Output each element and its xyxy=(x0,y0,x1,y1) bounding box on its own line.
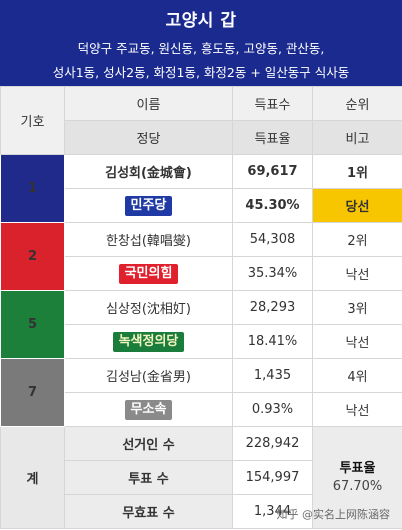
voters-value: 154,997 xyxy=(232,460,313,495)
candidate-votes: 69,617 xyxy=(232,154,313,189)
candidate-rate: 35.34% xyxy=(232,256,313,291)
district-areas-line2: 성사1동, 성사2동, 화정1동, 화정2동 + 일산동구 식사동 xyxy=(52,65,350,80)
candidate-rank: 4위 xyxy=(312,358,402,393)
candidate-row: 5 심상정(沈相奵) 28,293 3위 xyxy=(0,290,402,359)
watermark: 知乎 @实名上网陈涵容 xyxy=(276,508,391,521)
candidate-party-cell: 민주당 xyxy=(64,188,233,223)
header-number: 기호 xyxy=(0,86,65,155)
turnout-value: 67.70% xyxy=(332,478,383,494)
district-header: 고양시 갑 덕양구 주교동, 원신동, 흥도동, 고양동, 관산동, 성사1동,… xyxy=(0,0,402,86)
party-logo: 민주당 xyxy=(124,195,173,216)
candidate-rank: 1위 xyxy=(312,154,402,189)
header-rate: 득표율 xyxy=(232,120,313,155)
totals-row-electors: 계 선거인 수 228,942 투표율 67.70% xyxy=(0,426,402,529)
totals-row-invalid: 무효표 수 1,344 xyxy=(1,494,402,529)
header-party: 정당 xyxy=(64,120,233,155)
candidate-row: 2 한창섭(韓唱燮) 54,308 2위 xyxy=(0,222,402,291)
candidate-name: 김성회(金城會) xyxy=(64,154,233,189)
invalid-label: 무효표 수 xyxy=(64,494,233,529)
results-table: 기호 이름 득표수 순위 정당 득표율 비고 1 김성회(金城會) 69,617… xyxy=(0,86,402,529)
candidate-row-detail: 민주당 45.30% 당선 xyxy=(1,188,402,223)
header-row-2: 정당 득표율 비고 xyxy=(1,120,402,155)
candidate-note: 낙선 xyxy=(312,324,402,359)
header-row-1: 기호 이름 득표수 순위 xyxy=(0,86,402,155)
candidate-note: 낙선 xyxy=(312,392,402,427)
candidate-note: 낙선 xyxy=(312,256,402,291)
candidate-number: 7 xyxy=(0,358,65,427)
voters-label: 투표 수 xyxy=(64,460,233,495)
candidate-number: 1 xyxy=(0,154,65,223)
candidate-party-cell: 무소속 xyxy=(64,392,233,427)
candidate-name: 한창섭(韓唱燮) xyxy=(64,222,233,257)
candidate-party-cell: 녹색정의당 xyxy=(64,324,233,359)
candidate-number: 5 xyxy=(0,290,65,359)
party-logo: 녹색정의당 xyxy=(112,331,185,352)
electors-label: 선거인 수 xyxy=(64,426,233,461)
header-rank: 순위 xyxy=(312,86,402,121)
candidate-votes: 1,435 xyxy=(232,358,313,393)
candidate-rate: 45.30% xyxy=(232,188,313,223)
candidate-name: 심상정(沈相奵) xyxy=(64,290,233,325)
candidate-note-winner: 당선 xyxy=(312,188,402,223)
invalid-value: 1,344 xyxy=(232,494,313,529)
candidate-row-detail: 무소속 0.93% 낙선 xyxy=(1,392,402,427)
candidate-party-cell: 국민의힘 xyxy=(64,256,233,291)
candidate-votes: 54,308 xyxy=(232,222,313,257)
candidate-votes: 28,293 xyxy=(232,290,313,325)
candidate-number: 2 xyxy=(0,222,65,291)
header-note: 비고 xyxy=(312,120,402,155)
candidate-name: 김성남(金省男) xyxy=(64,358,233,393)
header-votes: 득표수 xyxy=(232,86,313,121)
turnout-cell: 투표율 67.70% xyxy=(312,426,402,529)
candidate-row: 1 김성회(金城會) 69,617 1위 xyxy=(0,154,402,223)
candidate-rank: 3위 xyxy=(312,290,402,325)
district-areas-line1: 덕양구 주교동, 원신동, 흥도동, 고양동, 관산동, xyxy=(77,41,325,56)
turnout-label: 투표율 xyxy=(339,460,376,476)
candidate-rate: 0.93% xyxy=(232,392,313,427)
candidate-row: 7 김성남(金省男) 1,435 4위 xyxy=(0,358,402,427)
candidate-rank: 2위 xyxy=(312,222,402,257)
electors-value: 228,942 xyxy=(232,426,313,461)
district-title: 고양시 갑 xyxy=(165,11,237,31)
party-logo: 국민의힘 xyxy=(118,263,179,284)
candidate-rate: 18.41% xyxy=(232,324,313,359)
header-name: 이름 xyxy=(64,86,233,121)
totals-label: 계 xyxy=(0,426,65,529)
party-logo: 무소속 xyxy=(124,399,173,420)
